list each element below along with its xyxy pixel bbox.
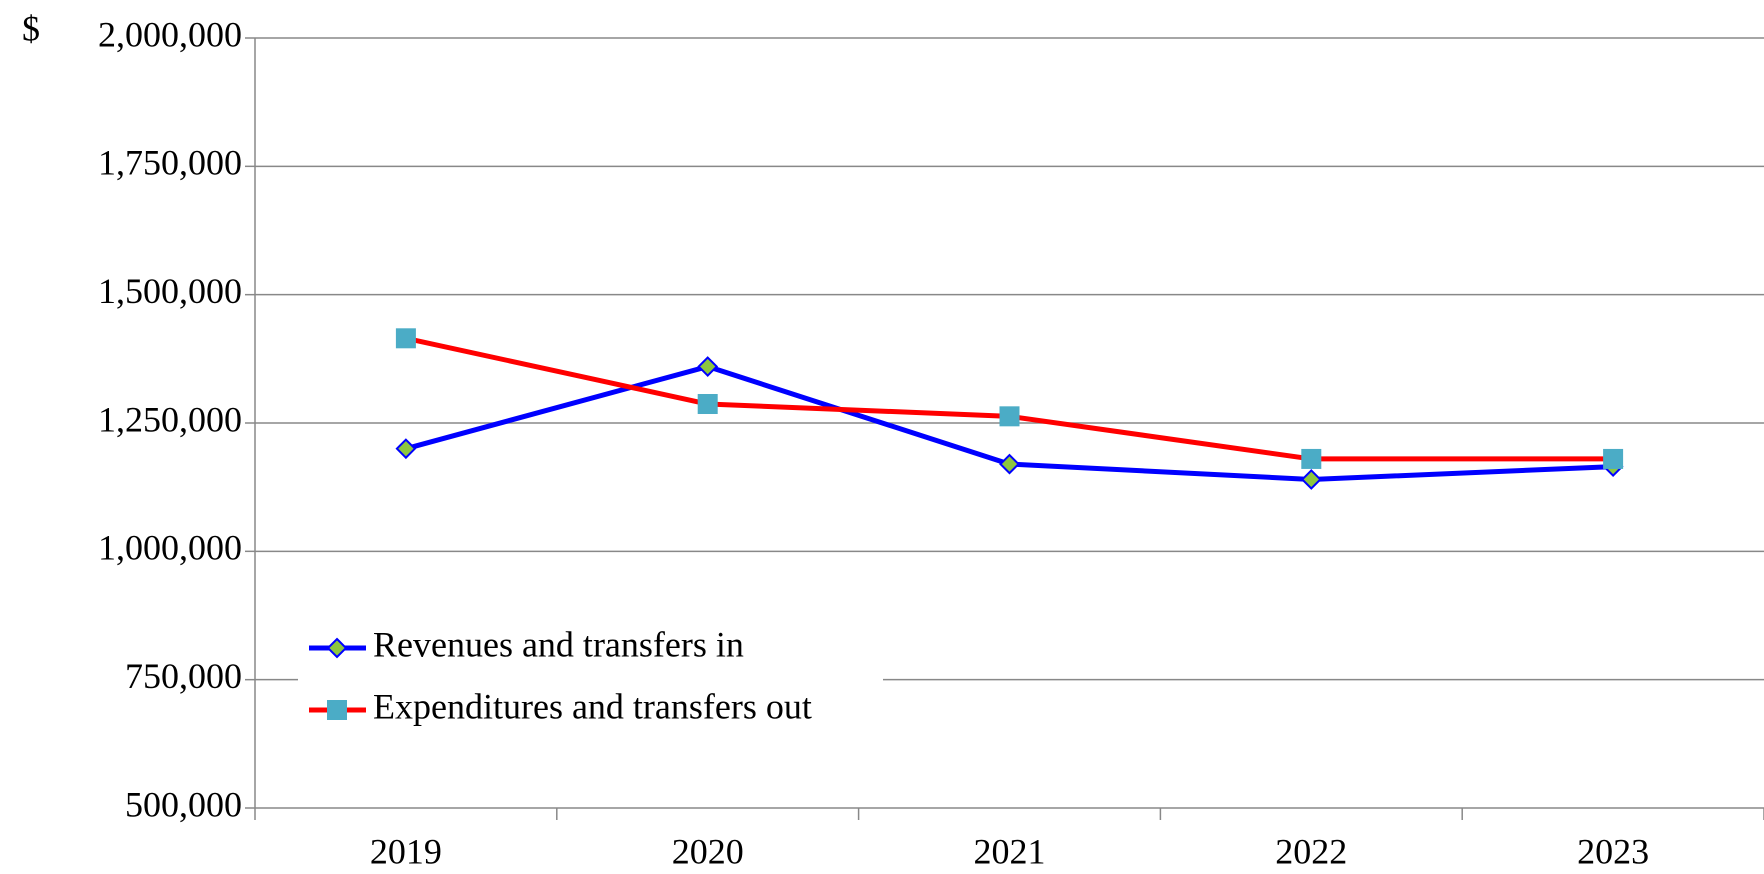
marker <box>1603 448 1624 469</box>
y-tick-label: 1,750,000 <box>98 143 242 183</box>
legend-marker <box>327 700 347 720</box>
x-tick-label: 2021 <box>974 831 1046 871</box>
x-tick-label: 2019 <box>370 831 442 871</box>
x-tick-label: 2020 <box>672 831 744 871</box>
y-tick-label: 2,000,000 <box>98 14 242 54</box>
y-tick-label: 1,500,000 <box>98 271 242 311</box>
marker <box>999 406 1020 427</box>
marker <box>999 453 1020 475</box>
legend-label: Revenues and transfers in <box>373 624 744 664</box>
legend-label: Expenditures and transfers out <box>373 686 812 726</box>
y-tick-label: 1,000,000 <box>98 528 242 568</box>
x-tick-label: 2022 <box>1275 831 1347 871</box>
legend-box <box>298 624 883 734</box>
marker <box>395 328 416 349</box>
y-tick-label: 500,000 <box>125 784 242 824</box>
marker <box>697 394 718 415</box>
y-tick-label: 1,250,000 <box>98 399 242 439</box>
y-unit: $ <box>22 8 40 48</box>
marker <box>697 356 719 377</box>
y-tick-label: 750,000 <box>125 656 242 696</box>
marker <box>1300 469 1322 490</box>
legend-marker <box>326 637 348 659</box>
marker <box>1301 448 1322 469</box>
marker <box>395 438 417 460</box>
x-tick-label: 2023 <box>1577 831 1649 871</box>
